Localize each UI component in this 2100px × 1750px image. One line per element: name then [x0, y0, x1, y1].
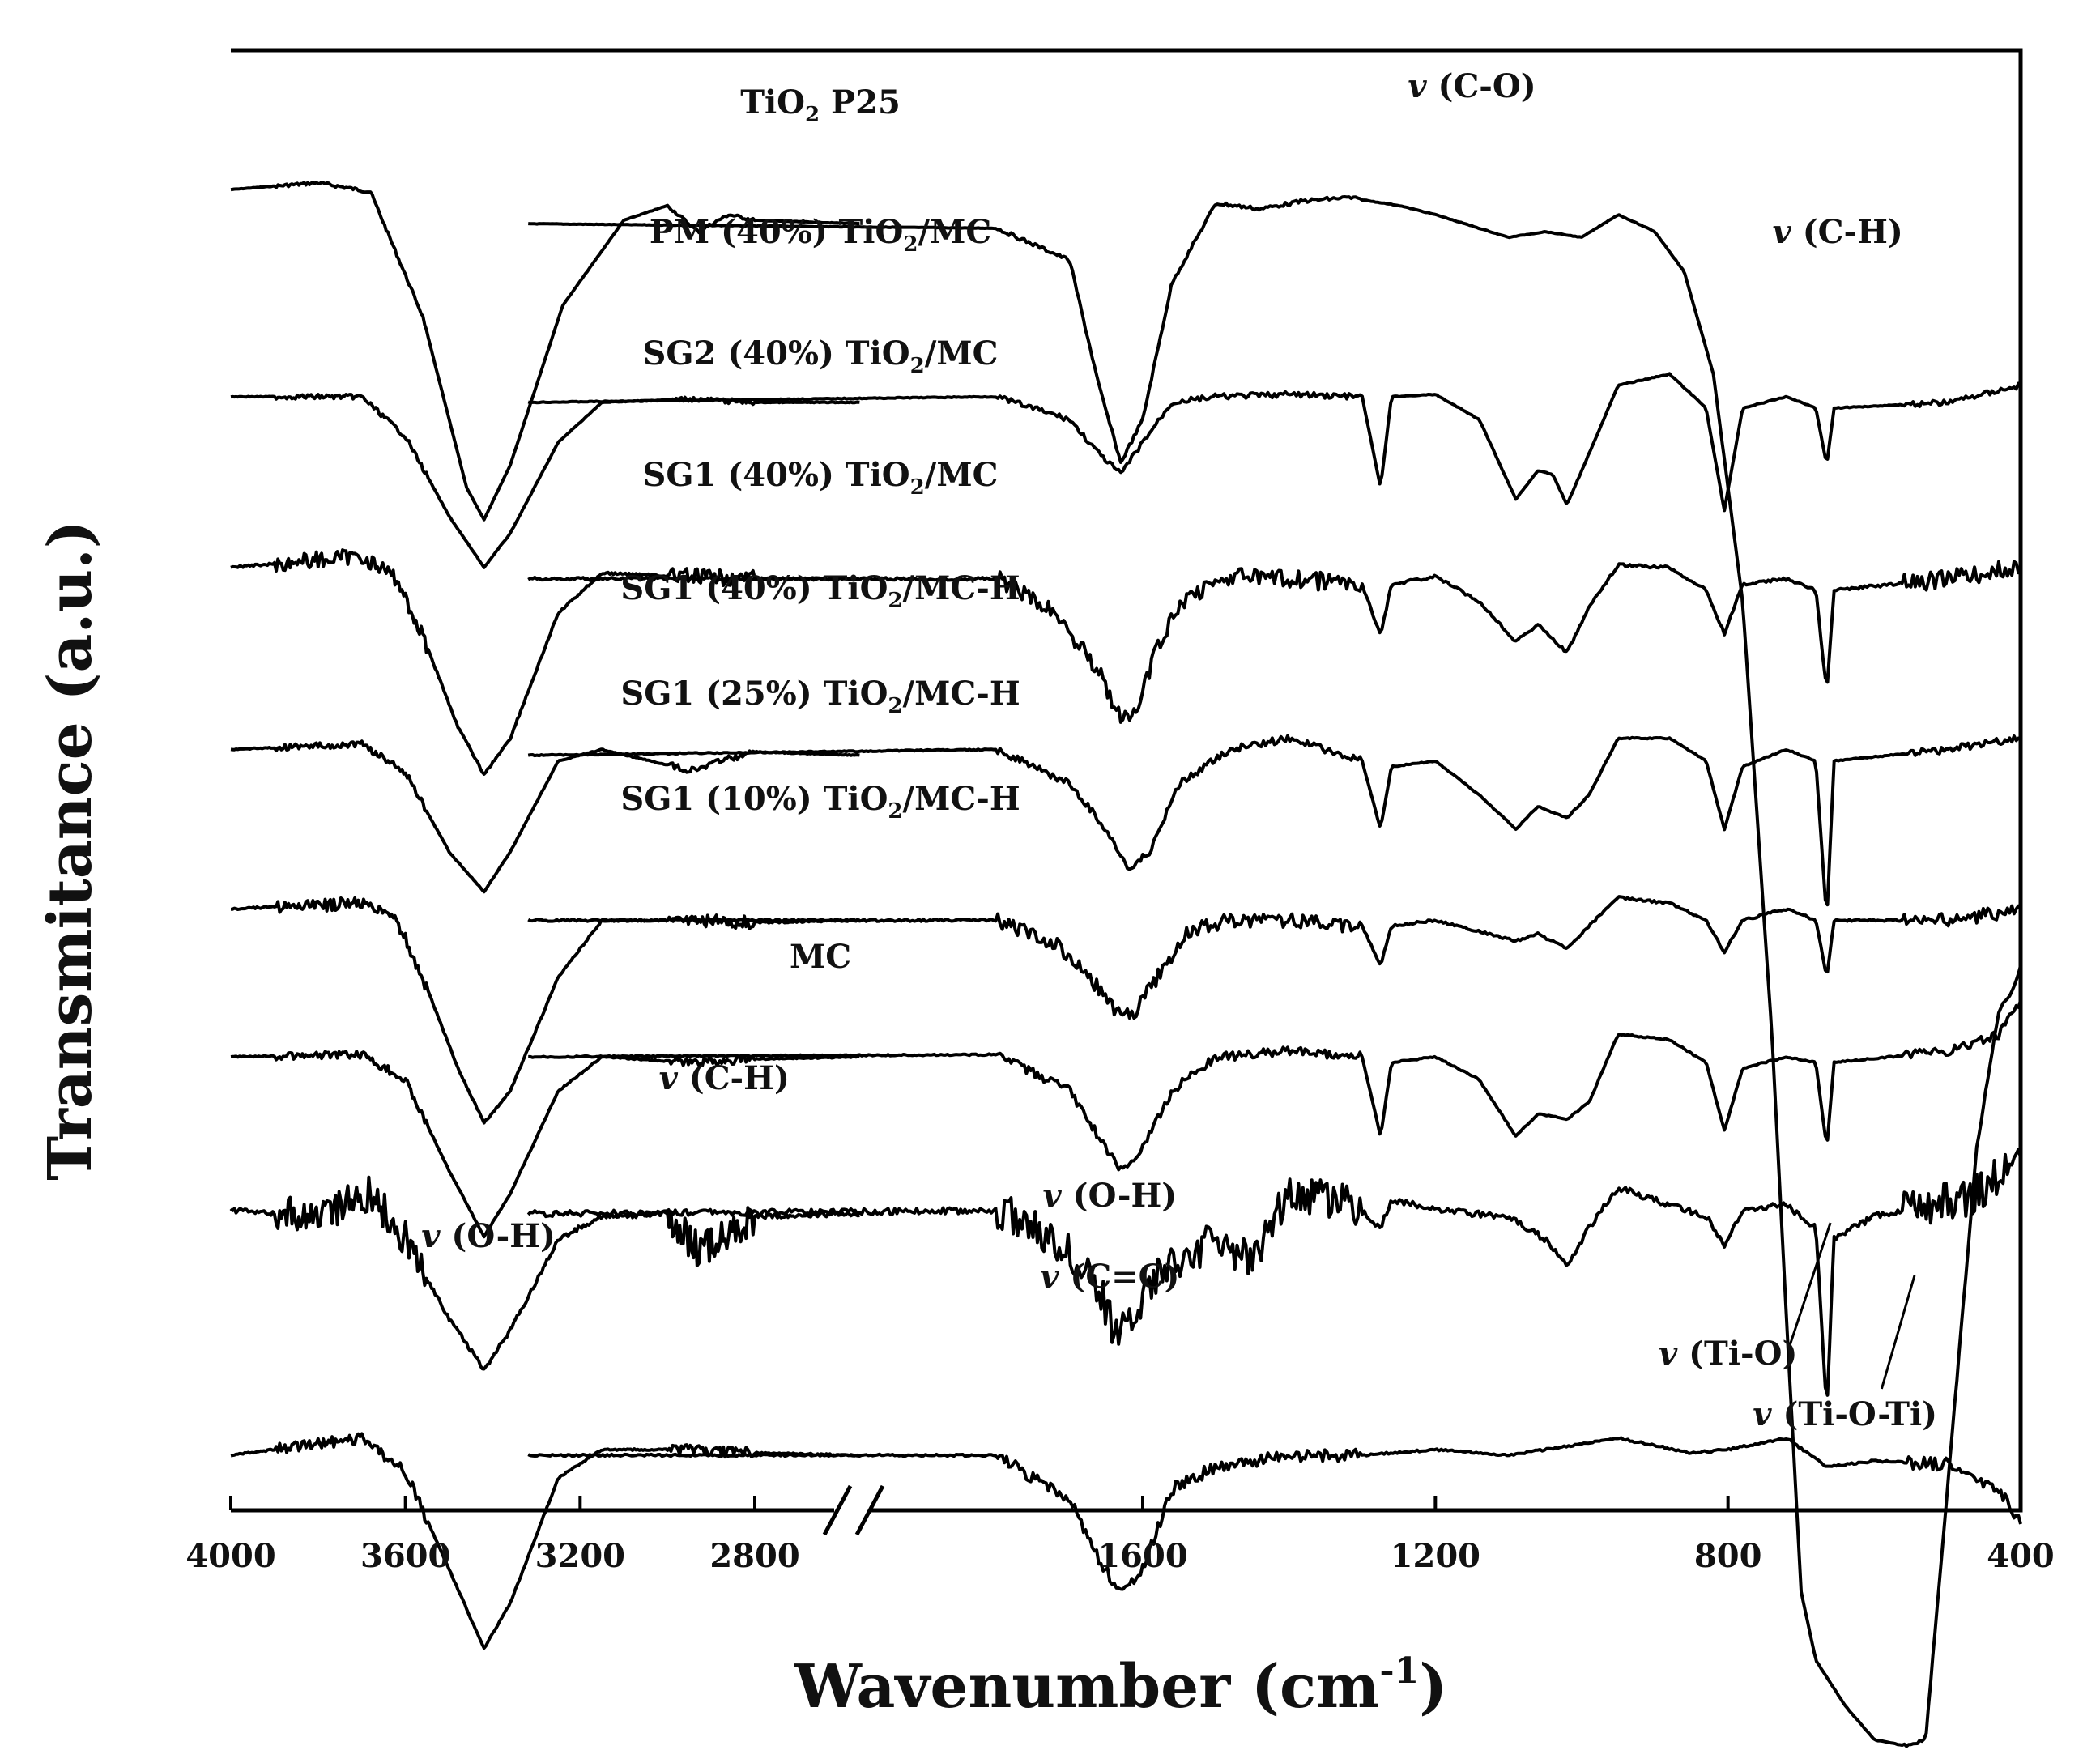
x-axis-title-superscript: -1: [1379, 1650, 1419, 1692]
band-annotation: v (Ti-O): [1659, 1335, 1797, 1373]
plot-frame: [231, 48, 2023, 1536]
series-label: PM (40%) TiO2/MC: [650, 213, 991, 257]
x-axis: 4000 3600 3200 2800 1600 1200 800 400: [185, 1496, 2055, 1575]
x-axis-title: Wavenumber (cm-1): [794, 1650, 1447, 1722]
series-line: [230, 181, 2022, 1748]
series-line: [230, 1432, 2022, 1650]
x-axis-title-close: ): [1419, 1652, 1447, 1722]
band-annotation: v (C-H): [1773, 213, 1903, 251]
band-annotation: v (O-H): [421, 1217, 556, 1255]
x-tick-label: 2800: [709, 1537, 799, 1575]
series-labels: TiO2 P25 PM (40%) TiO2/MC SG2 (40%) TiO2/M…: [620, 83, 1020, 976]
x-tick-label: 1600: [1097, 1537, 1187, 1575]
annotation-leader-line: [1789, 1222, 1832, 1345]
band-annotations: v (C-O) v (C-H) v (C-H) v (O-H) v (O-H) v (C=…: [421, 67, 1937, 1433]
x-axis-title-main: Wavenumber (cm: [794, 1652, 1380, 1722]
band-annotation: v (O-H): [1042, 1177, 1177, 1215]
annotation-leader-line: [1880, 1275, 1916, 1390]
x-tick-label: 4000: [185, 1537, 275, 1575]
series-label: SG1 (40%) TiO2/MC: [643, 456, 999, 500]
plot-border: [231, 48, 2023, 1513]
axis-break-mark: [854, 1484, 885, 1536]
y-axis-title: Transmitance (a.u.): [36, 520, 105, 1181]
x-tick-label: 400: [1987, 1537, 2055, 1575]
series-line: [230, 734, 2021, 907]
band-annotation: v (C-O): [1408, 67, 1536, 105]
series-label: SG2 (40%) TiO2/MC: [643, 334, 999, 378]
x-tick-label: 3200: [535, 1537, 625, 1575]
series-label: SG1 (25%) TiO2/MC-H: [620, 675, 1020, 718]
series-line: [230, 999, 2022, 1239]
series-line: [230, 372, 2022, 569]
axis-break-mark: [822, 1484, 853, 1536]
x-tick-label: 800: [1694, 1537, 1762, 1575]
spectra-series: [229, 181, 2022, 1748]
band-annotation: v (C=C): [1040, 1258, 1179, 1296]
x-tick-label: 3600: [360, 1537, 450, 1575]
series-label: TiO2 P25: [740, 83, 901, 127]
band-annotation: v (C-H): [659, 1059, 790, 1097]
band-annotation: v (Ti-O-Ti): [1753, 1395, 1937, 1433]
series-line: [229, 1148, 2022, 1397]
series-label: SG1 (40%) TiO2/MC-H: [620, 569, 1020, 613]
series-label: SG1 (10%) TiO2/MC-H: [620, 780, 1020, 824]
series-line: [231, 895, 2022, 1125]
series-label: MC: [790, 938, 851, 976]
series-line: [230, 548, 2022, 776]
x-tick-label: 1200: [1391, 1537, 1480, 1575]
